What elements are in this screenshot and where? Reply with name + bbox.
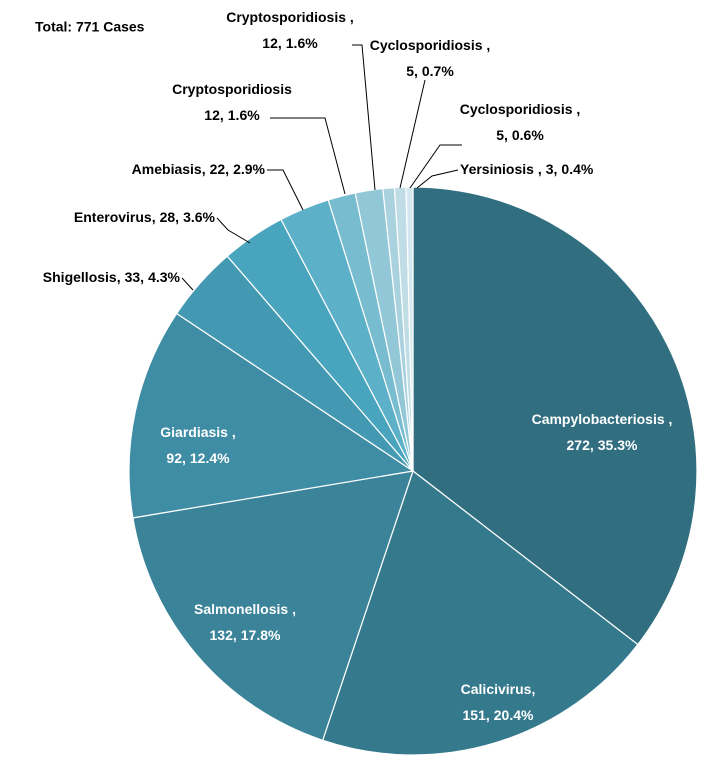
percent-label: 1.6% bbox=[286, 35, 318, 51]
slice-label: Calicivirus, bbox=[461, 681, 536, 697]
slice-label: Cryptosporidiosis , bbox=[226, 9, 354, 25]
percent-label: 2.9% bbox=[233, 161, 265, 177]
slice-label: 12, 1.6% bbox=[204, 107, 260, 123]
percent-label: 0.7% bbox=[422, 63, 454, 79]
value-label: 3, bbox=[546, 161, 558, 177]
category-label: Cyclosporidiosis , bbox=[370, 37, 491, 53]
slice-label: Shigellosis, 33, 4.3% bbox=[43, 269, 181, 285]
leader-line bbox=[270, 117, 346, 195]
value-label: 12, bbox=[262, 35, 281, 51]
leader-line bbox=[181, 277, 194, 291]
category-label: Shigellosis, bbox=[43, 269, 121, 285]
pie-slice bbox=[128, 312, 415, 519]
category-label: Amebiasis, bbox=[132, 161, 206, 177]
slice-label: 272, 35.3% bbox=[567, 437, 638, 453]
slice-label: Enterovirus, 28, 3.6% bbox=[74, 209, 216, 225]
percent-label: 12.4% bbox=[190, 450, 230, 466]
slice-label: Campylobacteriosis , bbox=[532, 411, 673, 427]
slice-label: Cryptosporidiosis bbox=[172, 81, 292, 97]
category-label: Calicivirus, bbox=[461, 681, 536, 697]
value-label: 22, bbox=[210, 161, 229, 177]
category-label: Salmonellosis , bbox=[194, 601, 296, 617]
pie-slice bbox=[412, 186, 698, 646]
percent-label: 0.6% bbox=[512, 127, 544, 143]
value-label: 132, bbox=[210, 627, 237, 643]
value-label: 5, bbox=[406, 63, 418, 79]
percent-label: 35.3% bbox=[598, 437, 638, 453]
category-label: Cryptosporidiosis , bbox=[226, 9, 354, 25]
slice-label: Giardiasis , bbox=[160, 424, 235, 440]
slice-label: 5, 0.7% bbox=[406, 63, 454, 79]
value-label: 92, bbox=[166, 450, 185, 466]
leader-line bbox=[267, 169, 304, 211]
leader-line bbox=[416, 169, 459, 189]
percent-label: 0.4% bbox=[561, 161, 593, 177]
percent-label: 1.6% bbox=[228, 107, 260, 123]
slice-label: 5, 0.6% bbox=[496, 127, 544, 143]
category-label: Enterovirus, bbox=[74, 209, 156, 225]
slice-label: 12, 1.6% bbox=[262, 35, 318, 51]
slice-label: Yersiniosis , 3, 0.4% bbox=[460, 161, 594, 177]
pie-slice bbox=[132, 470, 414, 742]
leader-line bbox=[399, 79, 426, 189]
leader-line bbox=[352, 44, 376, 191]
value-label: 151, bbox=[463, 707, 490, 723]
pie-slice bbox=[405, 186, 414, 472]
percent-label: 3.6% bbox=[183, 209, 215, 225]
slice-label: 132, 17.8% bbox=[210, 627, 281, 643]
pie-slice bbox=[321, 470, 639, 756]
percent-label: 4.3% bbox=[148, 269, 180, 285]
category-label: Giardiasis , bbox=[160, 424, 235, 440]
value-label: 28, bbox=[160, 209, 179, 225]
value-label: 5, bbox=[496, 127, 508, 143]
category-label: Cryptosporidiosis bbox=[172, 81, 292, 97]
value-label: 33, bbox=[125, 269, 144, 285]
slice-label: Salmonellosis , bbox=[194, 601, 296, 617]
value-label: 12, bbox=[204, 107, 223, 123]
leader-line bbox=[216, 217, 251, 244]
category-label: Campylobacteriosis , bbox=[532, 411, 673, 427]
slice-label: Cyclosporidiosis , bbox=[460, 101, 581, 117]
slice-label: 92, 12.4% bbox=[166, 450, 230, 466]
chart-title: Total: 771 Cases bbox=[35, 19, 145, 35]
percent-label: 20.4% bbox=[494, 707, 534, 723]
category-label: Cyclosporidiosis , bbox=[460, 101, 581, 117]
percent-label: 17.8% bbox=[241, 627, 281, 643]
leader-line bbox=[409, 144, 462, 189]
slice-label: Cyclosporidiosis , bbox=[370, 37, 491, 53]
category-label: Yersiniosis , bbox=[460, 161, 542, 177]
value-label: 272, bbox=[567, 437, 594, 453]
slice-label: 151, 20.4% bbox=[463, 707, 534, 723]
slice-label: Amebiasis, 22, 2.9% bbox=[132, 161, 266, 177]
